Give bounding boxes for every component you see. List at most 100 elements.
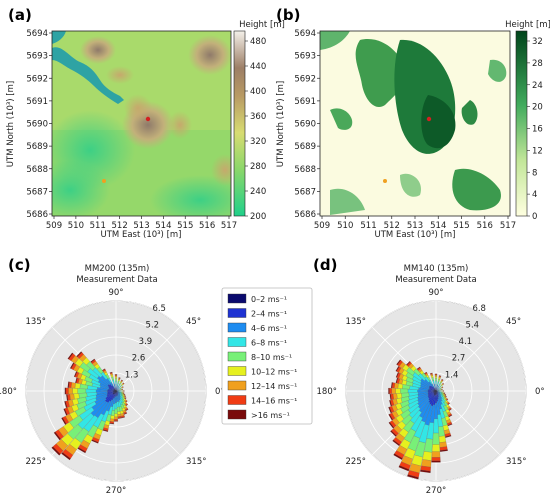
- panel-b-label: (b): [276, 6, 300, 24]
- windrose-angle-label: 45°: [506, 317, 521, 327]
- windrose-bar-segment: [68, 387, 73, 395]
- panel-a-x-axis-label: UTM East (10³) [m]: [101, 230, 182, 240]
- colorbar-tick-label: 20: [532, 103, 543, 113]
- windrose-bar-segment: [114, 374, 118, 376]
- windrose-bar-segment: [431, 451, 441, 458]
- windrose-bar-segment: [120, 390, 123, 392]
- windrose-bar-segment: [125, 404, 128, 407]
- windrose-bar-segment: [67, 381, 70, 388]
- windrose-bar-segment: [441, 390, 443, 392]
- y-tick-label: 5692: [26, 74, 48, 84]
- windrose-bar-segment: [122, 390, 124, 392]
- panel-d-title: MM140 (135m): [404, 264, 469, 274]
- windrose-bar-segment: [114, 408, 118, 414]
- windrose-bar-segment: [439, 435, 447, 443]
- windrose-bar-segment: [393, 453, 403, 460]
- windrose-bar-segment: [424, 371, 427, 374]
- windrose-bar-segment: [442, 382, 445, 385]
- legend-swatch: [227, 366, 247, 376]
- panel-b-colorbar-title: Height [m]: [505, 20, 550, 30]
- x-tick-label: 516: [477, 221, 493, 231]
- x-tick-label: 509: [46, 221, 62, 231]
- y-tick-label: 5688: [26, 165, 48, 175]
- windrose-bar-segment: [438, 375, 442, 377]
- windrose-bar-segment: [445, 396, 447, 398]
- windrose-bar-segment: [122, 390, 124, 392]
- windrose-ring-label: 3.9: [139, 337, 153, 347]
- panel-a-colorbar-ticks: 480 440 400 360 320 280 240 200: [245, 37, 266, 222]
- panel-b-y-ticks: 5694 5693 5692 5691 5690 5689 5688 5687 5686: [294, 29, 320, 220]
- windrose-bar-segment: [51, 446, 61, 456]
- windrose-bar-segment: [420, 469, 431, 473]
- windrose-angle-label: 315°: [506, 457, 526, 467]
- x-tick-label: 517: [221, 221, 237, 231]
- x-tick-label: 514: [430, 221, 446, 231]
- panel-b-y-axis-label: UTM North (10³) [m]: [276, 81, 286, 167]
- windrose-bar-segment: [121, 379, 124, 381]
- legend-label: 14–16 ms⁻¹: [251, 397, 297, 406]
- windrose-bar-segment: [448, 408, 452, 411]
- windrose-angle-label: 0°: [215, 387, 225, 397]
- windrose-bar-segment: [73, 393, 80, 400]
- windrose-bar-segment: [439, 390, 441, 392]
- windrose-bar-segment: [442, 386, 444, 388]
- windrose-bar-segment: [115, 378, 117, 382]
- windrose-bar-segment: [64, 387, 66, 395]
- windrose-bar-segment: [75, 377, 78, 384]
- x-tick-label: 515: [453, 221, 469, 231]
- windrose-bar-segment: [66, 394, 69, 401]
- windrose-bar-segment: [64, 401, 68, 408]
- windrose-ring-label: 5.4: [466, 320, 480, 330]
- windrose-ring-label: 5.2: [146, 320, 160, 330]
- y-tick-label: 5688: [294, 165, 316, 175]
- windrose-bar-segment: [73, 371, 78, 378]
- legend-label: 4–6 ms⁻¹: [251, 324, 287, 333]
- windrose-bar-segment: [389, 387, 392, 395]
- panel-b-x-axis-label: UTM East (10³) [m]: [375, 230, 456, 240]
- windrose-bar-segment: [395, 388, 401, 394]
- panel-b-colorbar-ticks: 32 28 24 20 16 12 8 4 0: [527, 37, 543, 222]
- panel-a-colorbar: [233, 30, 246, 217]
- windrose-bar-segment: [435, 380, 437, 385]
- y-tick-label: 5686: [294, 210, 316, 220]
- windrose-bar-segment: [432, 444, 440, 452]
- windrose-bar-segment: [398, 465, 410, 472]
- panel-a-x-ticks: 509 510 511 512 513 514 515 516 517: [46, 216, 237, 231]
- colorbar-tick-label: 200: [250, 212, 266, 222]
- windrose-bar-segment: [446, 398, 449, 401]
- windrose-bar-segment: [114, 416, 118, 420]
- windrose-angle-label: 90°: [108, 288, 123, 298]
- x-tick-label: 512: [384, 221, 400, 231]
- y-tick-label: 5687: [294, 187, 316, 197]
- windrose-bar-segment: [431, 460, 441, 463]
- colorbar-tick-label: 32: [532, 37, 543, 47]
- windrose-bar-segment: [118, 377, 121, 379]
- windrose-ring-label: 2.6: [132, 354, 146, 364]
- windrose-bar-segment: [388, 406, 392, 414]
- legend-swatch: [227, 308, 247, 318]
- windrose-bar-segment: [125, 397, 127, 400]
- windrose-angle-label: 315°: [186, 457, 206, 467]
- colorbar-tick-label: 280: [250, 162, 266, 172]
- y-tick-label: 5691: [26, 97, 48, 107]
- windrose-bar-segment: [125, 400, 128, 403]
- y-tick-label: 5694: [26, 29, 48, 39]
- windrose-bar-segment: [388, 422, 395, 429]
- legend-swatch: [227, 322, 247, 333]
- legend-label: 8–10 ms⁻¹: [251, 353, 292, 362]
- windrose-bar-segment: [102, 368, 106, 371]
- legend-swatch: [227, 293, 247, 304]
- windrose-bar-segment: [400, 388, 409, 394]
- colorbar-tick-label: 16: [532, 125, 543, 135]
- x-tick-label: 516: [199, 221, 215, 231]
- windrose-bar-segment: [115, 376, 117, 379]
- windrose-bar-segment: [433, 418, 439, 434]
- windrose-bar-segment: [406, 361, 411, 366]
- colorbar-tick-label: 440: [250, 62, 266, 72]
- x-tick-label: 510: [68, 221, 84, 231]
- panel-a-label: (a): [8, 6, 32, 24]
- windrose-bar-segment: [396, 359, 401, 366]
- windrose-bar-segment: [77, 447, 86, 454]
- windrose-bar-segment: [435, 378, 437, 381]
- y-tick-label: 5686: [26, 210, 48, 220]
